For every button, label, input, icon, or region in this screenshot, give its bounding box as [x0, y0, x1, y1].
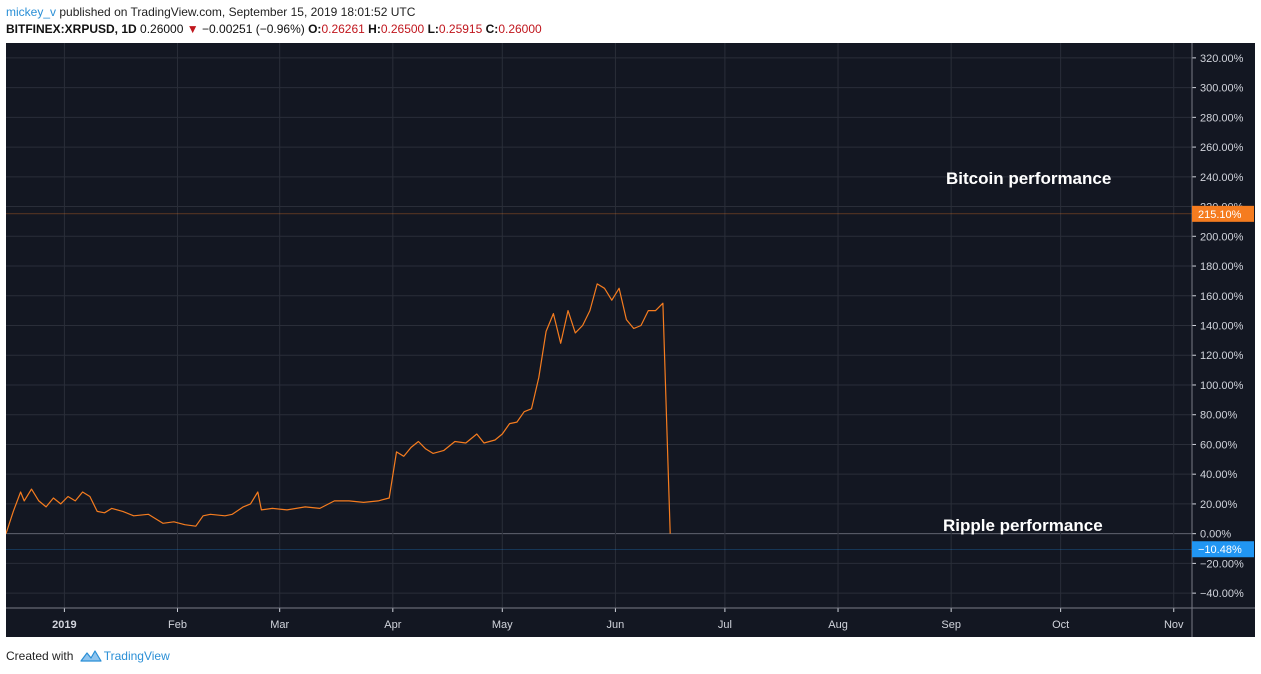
axes	[6, 43, 1255, 637]
tradingview-link[interactable]: TradingView	[103, 649, 170, 663]
author-link[interactable]: mickey_v	[6, 5, 57, 19]
annotations: Bitcoin performance Ripple performance	[943, 169, 1111, 535]
y-tick-label: 320.00%	[1200, 53, 1244, 65]
x-tick-label: 2019	[52, 619, 76, 631]
publish-info: mickey_v published on TradingView.com, S…	[6, 5, 415, 19]
symbol-info: BITFINEX:XRPUSD, 1D 0.26000 ▼ −0.00251 (…	[6, 22, 542, 36]
x-tick-label: Aug	[828, 619, 848, 631]
y-tick-label: 120.00%	[1200, 350, 1244, 362]
y-tick-label: 80.00%	[1200, 410, 1238, 422]
symbol-label: BITFINEX:XRPUSD, 1D	[6, 22, 137, 36]
y-tick-label: 40.00%	[1200, 469, 1238, 481]
y-tick-label: −20.00%	[1200, 558, 1244, 570]
low-value: 0.25915	[438, 22, 483, 36]
y-tick-label: 200.00%	[1200, 231, 1244, 243]
chart-panel[interactable]: −40.00% −20.00% 0.00% 20.00% 40.00% 60.00% 80.…	[5, 43, 1255, 637]
y-tick-label: 0.00%	[1200, 529, 1231, 541]
series-lines	[5, 213, 1192, 550]
y-tick-label: 20.00%	[1200, 499, 1238, 511]
low-label: L:	[427, 22, 439, 36]
x-tick-label: Nov	[1164, 619, 1184, 631]
price-change: −0.00251 (−0.96%)	[202, 22, 305, 36]
bitcoin-last-value-badge	[1192, 205, 1254, 222]
performance-chart[interactable]: −40.00% −20.00% 0.00% 20.00% 40.00% 60.00% 80.…	[5, 43, 1255, 637]
y-tick-label: 300.00%	[1200, 83, 1244, 95]
open-label: O:	[308, 22, 322, 36]
y-tick-label: 60.00%	[1200, 439, 1238, 451]
x-tick-label: May	[492, 619, 513, 631]
x-tick-label: Oct	[1052, 619, 1069, 631]
close-value: 0.26000	[498, 22, 542, 36]
open-value: 0.26261	[321, 22, 365, 36]
y-tick-label: 260.00%	[1200, 142, 1244, 154]
x-tick-label: Mar	[270, 619, 289, 631]
change-arrow-icon: ▼	[186, 22, 199, 36]
axis-labels: −40.00% −20.00% 0.00% 20.00% 40.00% 60.00% 80.…	[52, 53, 1254, 631]
close-label: C:	[485, 22, 499, 36]
bitcoin-annotation: Bitcoin performance	[946, 169, 1111, 188]
last-price: 0.26000	[140, 22, 184, 36]
footer: Created with TradingView	[6, 649, 170, 666]
ripple-last-value-badge	[1192, 541, 1254, 558]
x-tick-label: Apr	[384, 619, 401, 631]
bitcoin-last-value-label: 215.10%	[1198, 209, 1242, 221]
created-with-text: Created with	[6, 649, 74, 663]
bitcoin-line	[5, 283, 671, 534]
y-tick-label: 140.00%	[1200, 321, 1244, 333]
tradingview-logo-icon[interactable]	[80, 649, 102, 666]
x-tick-label: Sep	[941, 619, 961, 631]
y-tick-label: 280.00%	[1200, 112, 1244, 124]
y-tick-label: 240.00%	[1200, 172, 1244, 184]
y-tick-label: 100.00%	[1200, 380, 1244, 392]
high-label: H:	[368, 22, 381, 36]
x-tick-label: Feb	[168, 619, 187, 631]
y-tick-label: −40.00%	[1200, 588, 1244, 600]
ripple-annotation: Ripple performance	[943, 516, 1103, 535]
y-tick-label: 160.00%	[1200, 291, 1244, 303]
x-tick-label: Jul	[718, 619, 732, 631]
grid	[6, 43, 1192, 608]
x-tick-label: Jun	[607, 619, 625, 631]
published-text: published on TradingView.com, September …	[59, 5, 416, 19]
ripple-last-value-label: −10.48%	[1198, 544, 1242, 556]
high-value: 0.26500	[380, 22, 425, 36]
chart-background	[6, 43, 1255, 637]
y-tick-label: 180.00%	[1200, 261, 1244, 273]
